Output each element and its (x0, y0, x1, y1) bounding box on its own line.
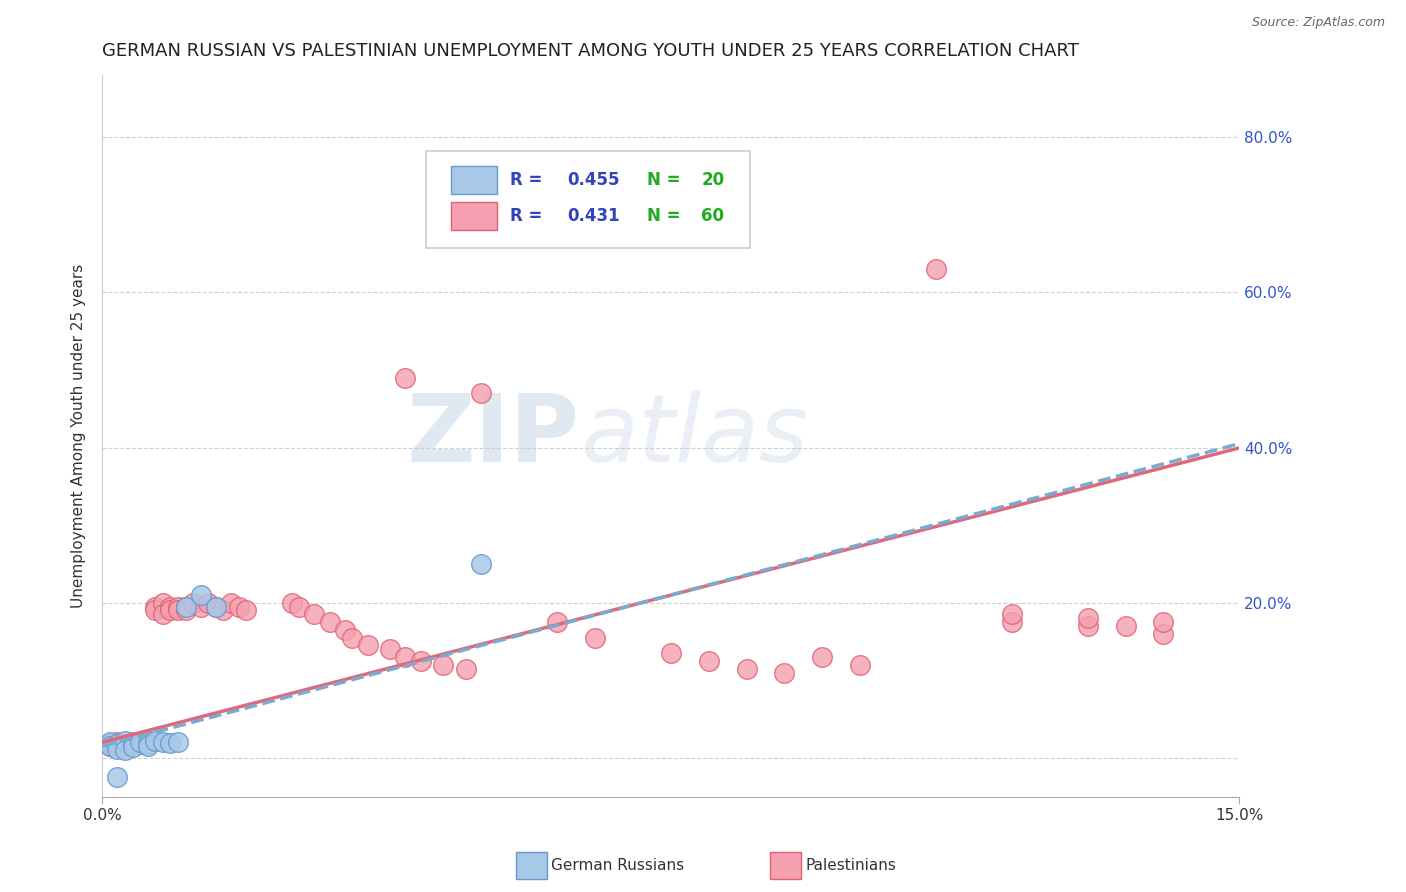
Point (773, 665, 796, 680)
Text: atlas: atlas (579, 391, 808, 482)
Text: R =: R = (510, 170, 548, 189)
Text: N =: N = (647, 207, 686, 225)
Point (470, 386, 492, 401)
Point (181, 596, 204, 610)
Point (129, 735, 152, 749)
Point (136, 737, 159, 751)
Point (143, 599, 166, 614)
Point (143, 603, 166, 617)
Point (159, 736, 181, 750)
Text: N =: N = (647, 170, 686, 189)
Point (432, 657, 454, 672)
Point (925, 262, 948, 277)
Point (318, 615, 340, 629)
Point (228, 599, 250, 614)
Point (114, 739, 136, 754)
Point (167, 735, 190, 749)
Point (811, 650, 834, 665)
Text: GERMAN RUSSIAN VS PALESTINIAN UNEMPLOYMENT AMONG YOUTH UNDER 25 YEARS CORRELATIO: GERMAN RUSSIAN VS PALESTINIAN UNEMPLOYME… (103, 42, 1078, 60)
Point (697, 654, 720, 668)
Point (136, 734, 159, 748)
Point (121, 739, 143, 754)
Point (394, 650, 416, 665)
Text: 0.455: 0.455 (567, 170, 620, 189)
Point (470, 557, 492, 571)
Point (167, 599, 190, 614)
Point (1077, 619, 1099, 633)
Point (129, 737, 152, 751)
Point (114, 734, 136, 748)
Point (333, 623, 356, 637)
Point (1152, 626, 1174, 640)
Point (105, 737, 128, 751)
Point (136, 737, 159, 751)
Point (546, 615, 568, 629)
Point (105, 741, 128, 756)
Point (409, 654, 432, 668)
Point (136, 739, 159, 754)
Point (735, 662, 758, 676)
Point (174, 599, 197, 614)
Point (659, 646, 682, 660)
Point (197, 596, 219, 610)
Point (356, 639, 378, 653)
Point (105, 735, 128, 749)
Point (394, 370, 416, 384)
Point (121, 737, 143, 751)
Point (152, 596, 174, 610)
Point (190, 588, 212, 602)
Point (235, 603, 257, 617)
Bar (451, 166, 496, 194)
Point (152, 735, 174, 749)
Point (583, 631, 606, 645)
Point (849, 657, 872, 672)
Point (212, 603, 235, 617)
Point (380, 642, 402, 657)
Point (159, 603, 181, 617)
Point (1077, 611, 1099, 625)
Point (205, 599, 228, 614)
Text: 60: 60 (702, 207, 724, 225)
Point (167, 603, 190, 617)
Point (114, 743, 136, 757)
Point (121, 735, 143, 749)
Text: Source: ZipAtlas.com: Source: ZipAtlas.com (1251, 16, 1385, 29)
Point (98, 737, 121, 751)
Point (98, 739, 121, 754)
Point (143, 734, 166, 748)
Point (1001, 615, 1024, 629)
Point (342, 631, 364, 645)
Text: 20: 20 (702, 170, 724, 189)
Point (304, 607, 326, 622)
Point (454, 662, 477, 676)
Point (219, 596, 242, 610)
Point (190, 599, 212, 614)
Point (98, 735, 121, 749)
Text: ZIP: ZIP (406, 390, 579, 482)
Point (174, 599, 197, 614)
Point (205, 599, 228, 614)
Point (1001, 607, 1024, 622)
Point (174, 603, 197, 617)
Text: 0.431: 0.431 (567, 207, 620, 225)
FancyBboxPatch shape (426, 151, 751, 248)
Text: R =: R = (510, 207, 548, 225)
Point (280, 596, 302, 610)
Point (114, 737, 136, 751)
Point (105, 770, 128, 784)
Text: Palestinians: Palestinians (806, 858, 897, 872)
Point (152, 607, 174, 622)
Point (159, 599, 181, 614)
Point (1115, 619, 1137, 633)
Point (1152, 615, 1174, 629)
Point (121, 737, 143, 751)
Point (288, 599, 311, 614)
Y-axis label: Unemployment Among Youth under 25 years: Unemployment Among Youth under 25 years (72, 264, 86, 608)
Point (98, 739, 121, 754)
Bar (451, 202, 496, 229)
Point (129, 735, 152, 749)
Point (105, 737, 128, 751)
Text: German Russians: German Russians (551, 858, 685, 872)
